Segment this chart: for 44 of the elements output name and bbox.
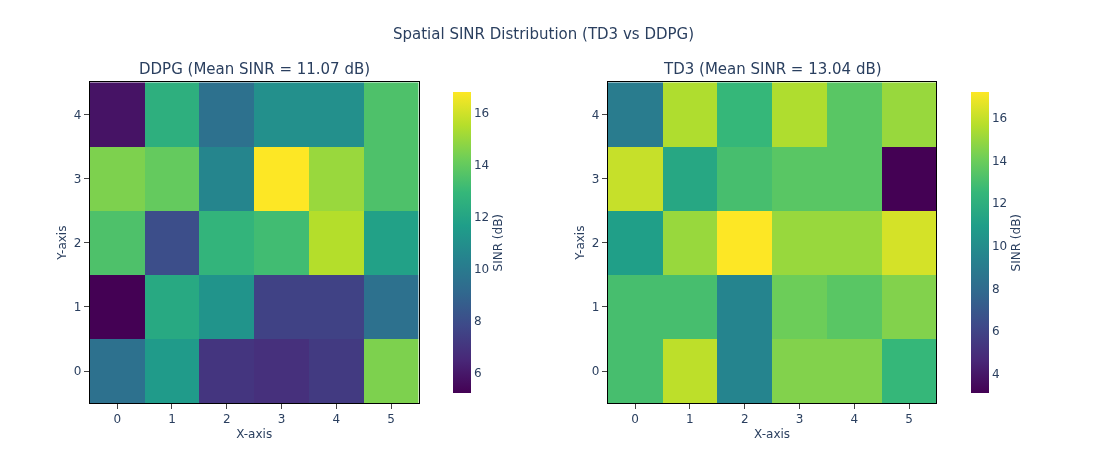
x-tick-label: 0: [631, 412, 639, 427]
x-tick-label: 5: [387, 412, 395, 427]
color-bar-label: 12: [991, 196, 1008, 211]
color-bar-label: 12: [473, 209, 490, 224]
x-tick-label: 2: [222, 412, 231, 427]
y-tick-label: 2: [73, 235, 82, 250]
color-bar-label: 14: [991, 153, 1008, 168]
y-tick-label: 4: [73, 107, 82, 122]
x-tick-label: 4: [332, 412, 341, 427]
y-tick-label: 4: [591, 107, 600, 122]
y-tick-label: 0: [73, 364, 82, 379]
y-tick-label: 3: [73, 171, 82, 186]
x-axis-title: X-axis: [236, 427, 273, 442]
color-bar-label: 16: [991, 111, 1008, 126]
y-tick-label: 1: [591, 300, 600, 315]
text: Spatial SINR Distribution (TD3 vs DDPG): [393, 25, 695, 43]
color-bar-label: 6: [473, 365, 482, 380]
color-bar-label: 10: [473, 261, 490, 276]
x-tick-label: 1: [168, 412, 176, 427]
color-bar-title: SINR (dB): [491, 213, 506, 272]
y-tick-label: 2: [591, 235, 600, 250]
color-bar-label: 14: [473, 158, 490, 173]
color-bar-label: 8: [991, 281, 1000, 296]
chart-title: DDPG (Mean SINR = 11.07 dB): [139, 60, 371, 78]
x-tick-label: 1: [686, 412, 694, 427]
chart-title: TD3 (Mean SINR = 13.04 dB): [663, 60, 882, 78]
color-bar-title: SINR (dB): [1009, 213, 1024, 272]
x-tick-label: 0: [113, 412, 122, 427]
color-bar-label: 8: [473, 313, 482, 328]
y-tick-label: 1: [73, 300, 82, 315]
color-bar-label: 6: [991, 324, 1000, 339]
x-tick-label: 3: [277, 412, 286, 427]
x-tick-label: 5: [905, 412, 913, 427]
color-bar-label: 10: [991, 239, 1008, 254]
y-tick-label: 3: [591, 171, 600, 186]
color-bar-label: 16: [473, 106, 490, 121]
y-axis-title: Y-axis: [573, 225, 587, 261]
x-axis-title: X-axis: [754, 427, 791, 442]
color-bar-label: 4: [991, 367, 1000, 382]
y-axis-title: Y-axis: [55, 225, 70, 261]
y-tick-label: 0: [591, 364, 600, 379]
x-tick-label: 4: [850, 412, 859, 427]
x-tick-label: 2: [740, 412, 749, 427]
x-tick-label: 3: [795, 412, 804, 427]
